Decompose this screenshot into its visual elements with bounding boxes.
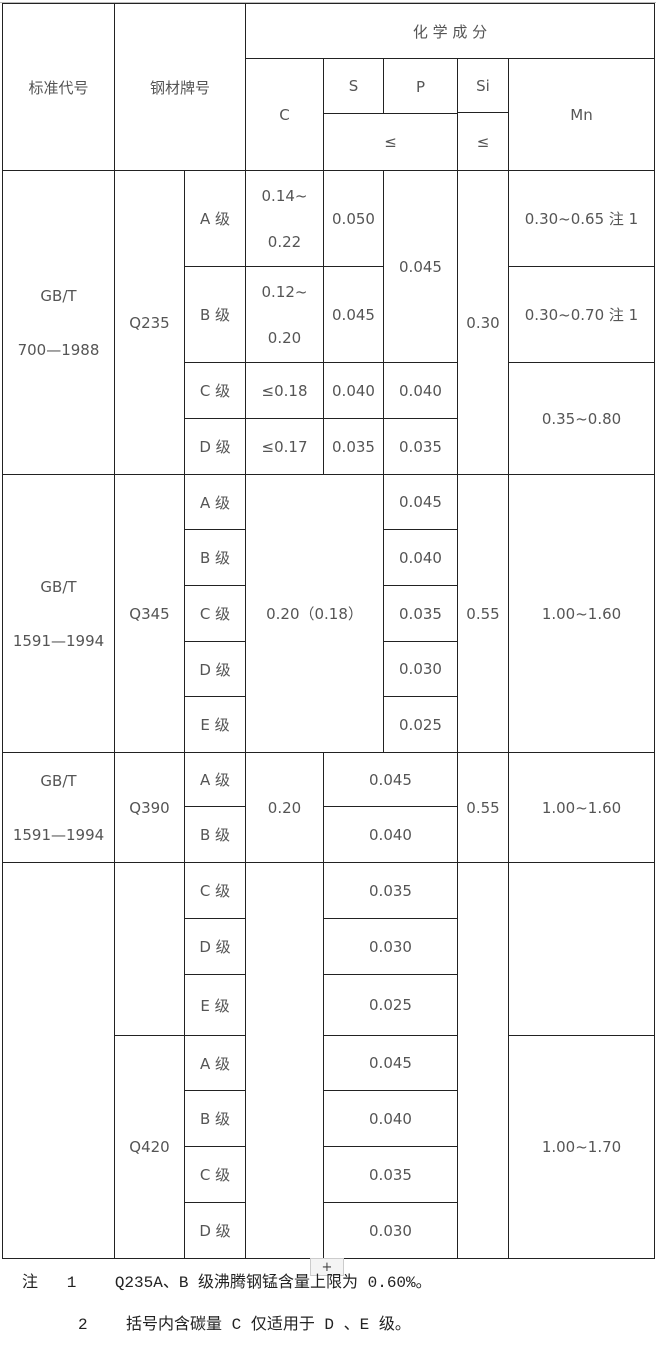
- q235-mn-cell: 0.30~0.70 注 1: [508, 266, 655, 363]
- q390-level-cell: A 级: [184, 752, 246, 807]
- q390-grade-cell: Q390: [114, 752, 185, 863]
- q235-level-cell: B 级: [184, 266, 246, 363]
- continued-c-cell: [245, 862, 324, 1259]
- q390-s-p-cell: 0.045: [323, 752, 458, 807]
- q345-standard-cell: GB/T 1591—1994: [2, 474, 115, 753]
- header-chemical-composition-cell: 化 学 成 分: [245, 3, 655, 59]
- q345-p-cell: 0.040: [383, 529, 458, 586]
- q345-level-cell: B 级: [184, 529, 246, 586]
- header-si-max-cell: ≤: [457, 112, 509, 171]
- header-p-cell: P: [383, 58, 458, 114]
- q345-si-cell: 0.55: [457, 474, 509, 753]
- q345-p-cell: 0.025: [383, 696, 458, 753]
- q345-level-cell: C 级: [184, 585, 246, 642]
- q420-level-cell: C 级: [184, 1146, 246, 1203]
- q420-level-cell: B 级: [184, 1090, 246, 1147]
- continued-si-cell: [457, 862, 509, 1259]
- header-mn-cell: Mn: [508, 58, 655, 171]
- continued-grade-cell: [114, 862, 185, 1036]
- q235-si-cell: 0.30: [457, 170, 509, 475]
- q390-mn-cell: 1.00~1.60: [508, 752, 655, 863]
- q235-c-cell: ≤0.18: [245, 362, 324, 419]
- q420-s-p-cell: 0.030: [323, 1202, 458, 1259]
- header-sp-max-cell: ≤: [323, 113, 458, 171]
- continued-level-cell: D 级: [184, 918, 246, 975]
- page-top-rule: [0, 2, 656, 3]
- q345-p-cell: 0.045: [383, 474, 458, 530]
- q420-level-cell: A 级: [184, 1035, 246, 1091]
- header-si-cell: Si: [457, 58, 509, 113]
- continued-s-p-cell: 0.030: [323, 918, 458, 975]
- q235-c-cell: ≤0.17: [245, 418, 324, 475]
- header-s-cell: S: [323, 58, 384, 114]
- q235-standard-cell: GB/T 700—1988: [2, 170, 115, 475]
- header-standard-code-cell: 标准代号: [2, 3, 115, 171]
- q235-grade-cell: Q235: [114, 170, 185, 475]
- continued-level-cell: E 级: [184, 974, 246, 1036]
- q235-mn-cell: 0.35~0.80: [508, 362, 655, 475]
- q235-mn-cell: 0.30~0.65 注 1: [508, 170, 655, 267]
- q235-level-cell: C 级: [184, 362, 246, 419]
- q235-c-cell: 0.14~0.22: [245, 170, 324, 267]
- q235-p-cell: 0.045: [383, 170, 458, 363]
- q345-p-cell: 0.035: [383, 585, 458, 642]
- header-steel-grade-cell: 钢材牌号: [114, 3, 246, 171]
- q390-s-p-cell: 0.040: [323, 806, 458, 863]
- q235-p-cell: 0.040: [383, 362, 458, 419]
- q390-si-cell: 0.55: [457, 752, 509, 863]
- q235-p-cell: 0.035: [383, 418, 458, 475]
- continued-standard-cell: [2, 862, 115, 1259]
- q420-s-p-cell: 0.045: [323, 1035, 458, 1091]
- continued-mn-cell: [508, 862, 655, 1036]
- q235-level-cell: D 级: [184, 418, 246, 475]
- q420-s-p-cell: 0.040: [323, 1090, 458, 1147]
- q420-s-p-cell: 0.035: [323, 1146, 458, 1203]
- q345-p-cell: 0.030: [383, 641, 458, 697]
- continued-level-cell: C 级: [184, 862, 246, 919]
- q345-level-cell: E 级: [184, 696, 246, 753]
- q390-c-cell: 0.20: [245, 752, 324, 863]
- q235-s-cell: 0.035: [323, 418, 384, 475]
- q235-level-cell: A 级: [184, 170, 246, 267]
- continued-s-p-cell: 0.035: [323, 862, 458, 919]
- q345-mn-cell: 1.00~1.60: [508, 474, 655, 753]
- q420-level-cell: D 级: [184, 1202, 246, 1259]
- header-c-cell: C: [245, 58, 324, 171]
- add-row-button[interactable]: +: [310, 1258, 344, 1276]
- q420-mn-cell: 1.00~1.70: [508, 1035, 655, 1259]
- q345-c-s-cell: 0.20（0.18）: [245, 474, 384, 753]
- continued-s-p-cell: 0.025: [323, 974, 458, 1036]
- q235-s-cell: 0.050: [323, 170, 384, 267]
- q235-s-cell: 0.045: [323, 266, 384, 363]
- q345-level-cell: D 级: [184, 641, 246, 697]
- note-1: 注 1 Q235A、B 级沸腾钢锰含量上限为 0.60%。: [22, 1274, 432, 1292]
- q235-c-cell: 0.12~0.20: [245, 266, 324, 363]
- q345-level-cell: A 级: [184, 474, 246, 530]
- q420-grade-cell: Q420: [114, 1035, 185, 1259]
- q390-standard-cell: GB/T 1591—1994: [2, 752, 115, 863]
- note-2: 2 括号内含碳量 C 仅适用于 D 、E 级。: [78, 1316, 411, 1334]
- q345-grade-cell: Q345: [114, 474, 185, 753]
- q235-s-cell: 0.040: [323, 362, 384, 419]
- q390-level-cell: B 级: [184, 806, 246, 863]
